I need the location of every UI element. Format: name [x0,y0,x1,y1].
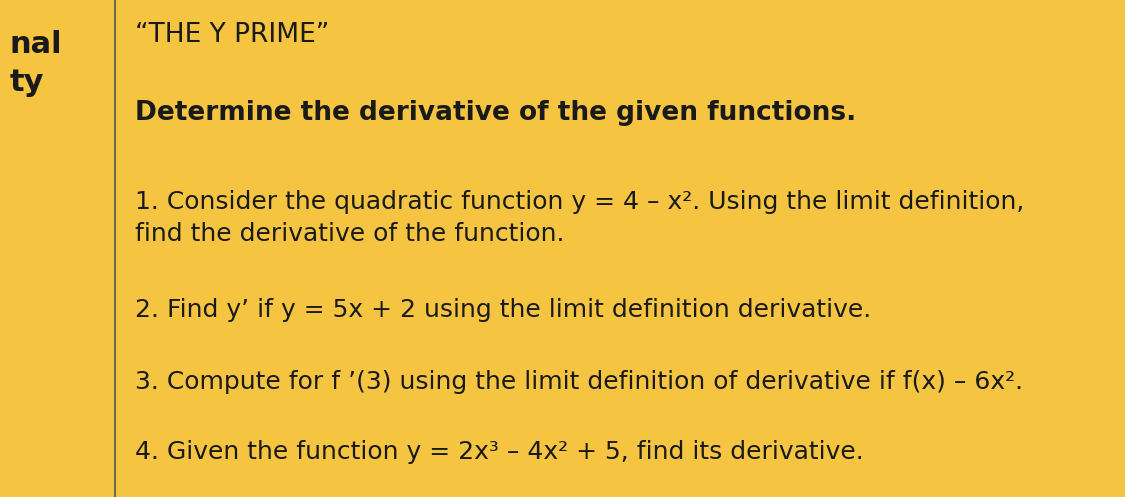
Text: 1. Consider the quadratic function y = 4 – x². Using the limit definition,
find : 1. Consider the quadratic function y = 4… [135,190,1025,246]
Text: Determine the derivative of the given functions.: Determine the derivative of the given fu… [135,100,856,126]
Text: 2. Find y’ if y = 5x + 2 using the limit definition derivative.: 2. Find y’ if y = 5x + 2 using the limit… [135,298,871,322]
Text: “THE Y PRIME”: “THE Y PRIME” [135,22,330,48]
Text: nal: nal [10,30,63,59]
Text: 3. Compute for f ’(3) using the limit definition of derivative if f(x) – 6x².: 3. Compute for f ’(3) using the limit de… [135,370,1023,394]
Text: 4. Given the function y = 2x³ – 4x² + 5, find its derivative.: 4. Given the function y = 2x³ – 4x² + 5,… [135,440,864,464]
Text: ty: ty [10,68,45,97]
